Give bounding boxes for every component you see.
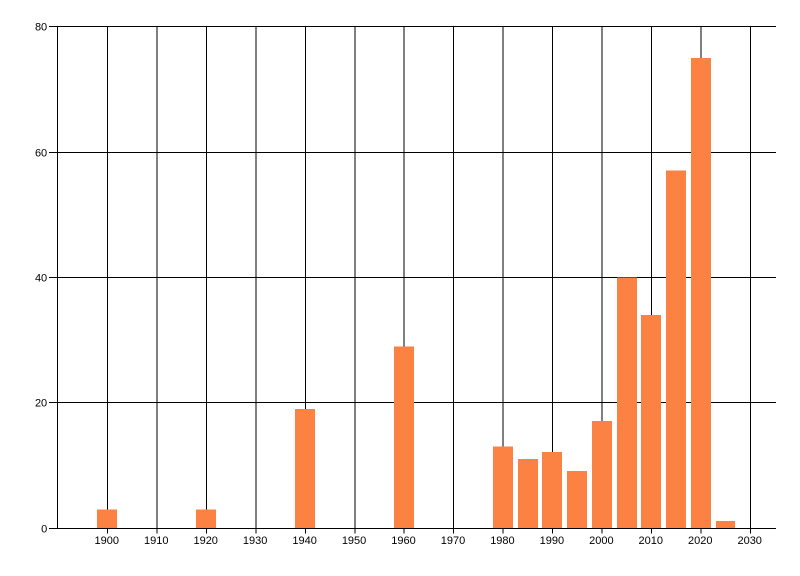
svg-text:2010: 2010 [639,535,663,547]
svg-text:2030: 2030 [737,535,761,547]
svg-text:1920: 1920 [193,535,217,547]
svg-text:1900: 1900 [95,535,119,547]
svg-text:1950: 1950 [342,535,366,547]
svg-text:1930: 1930 [243,535,267,547]
svg-text:60: 60 [35,147,47,159]
svg-text:2020: 2020 [688,535,712,547]
svg-text:2000: 2000 [589,535,613,547]
svg-text:1980: 1980 [490,535,514,547]
svg-text:40: 40 [35,272,47,284]
svg-text:20: 20 [35,397,47,409]
svg-text:1990: 1990 [540,535,564,547]
svg-text:1960: 1960 [391,535,415,547]
svg-text:1910: 1910 [144,535,168,547]
svg-text:0: 0 [41,523,47,535]
svg-text:80: 80 [35,21,47,33]
svg-text:1970: 1970 [441,535,465,547]
svg-text:1940: 1940 [292,535,316,547]
